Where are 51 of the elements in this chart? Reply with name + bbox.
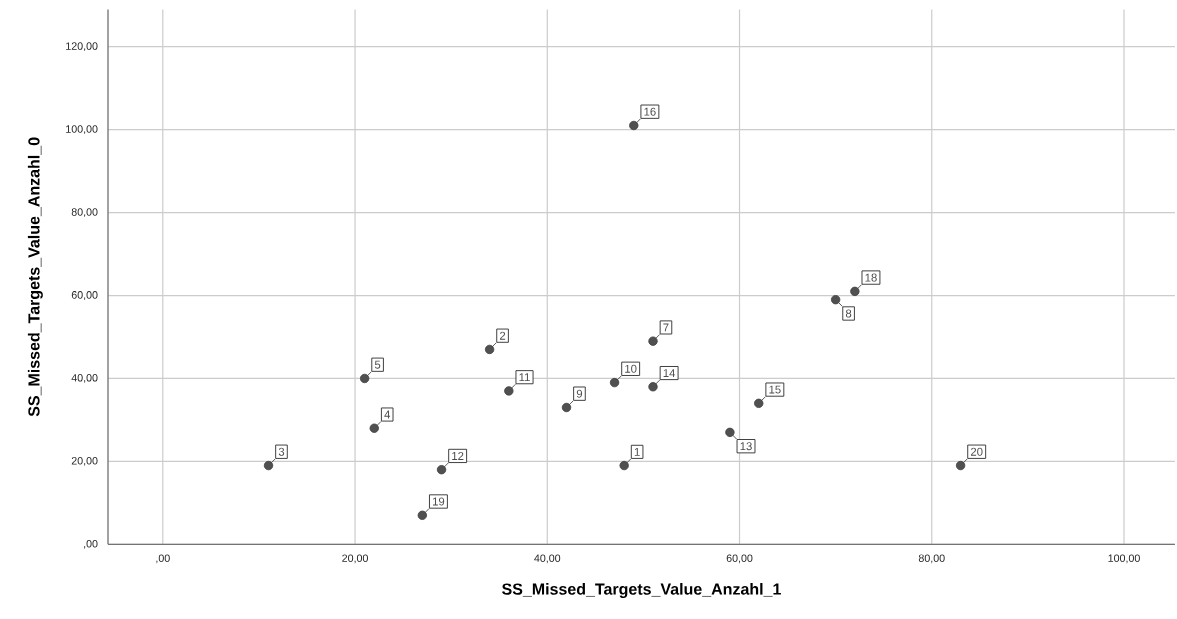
y-tick-label: 60,00: [71, 291, 98, 300]
annotation: 16: [644, 107, 656, 116]
point: [648, 382, 658, 392]
y-tick-label: 100,00: [66, 125, 98, 135]
x-tick-label: ,00: [156, 554, 170, 564]
annotation: 15: [769, 385, 781, 394]
x-tick-label: 40,00: [534, 554, 561, 564]
annotation: 7: [663, 323, 669, 332]
x-tick-label: 80,00: [918, 554, 945, 564]
x-axis-title: SS_Missed_Targets_Value_Anzahl_1: [502, 583, 781, 598]
x-tick-label: 60,00: [726, 554, 753, 564]
annotation: 9: [576, 389, 583, 398]
point: [263, 460, 274, 471]
point: [955, 460, 966, 471]
annotation: 5: [374, 360, 381, 369]
point: [648, 336, 658, 346]
point: [830, 295, 841, 305]
annotation: 4: [384, 410, 391, 419]
annotation: 1: [634, 447, 640, 456]
y-tick-label: 120,00: [66, 42, 98, 52]
annotation: 3: [278, 447, 285, 456]
point: [629, 120, 639, 131]
x-tick-label: 20,00: [342, 554, 368, 564]
annotation: 11: [519, 373, 530, 382]
point: [369, 423, 379, 433]
point: [436, 465, 447, 475]
point: [725, 427, 735, 438]
y-tick-label: 80,00: [71, 208, 98, 217]
annotation: 8: [845, 309, 852, 318]
y-axis-title: SS_Missed_Targets_Value_Anzahl_0: [27, 137, 43, 417]
y-tick-label: ,00: [84, 539, 98, 549]
point: [359, 373, 370, 384]
point: [484, 344, 495, 355]
point: [619, 460, 629, 471]
annotation: 20: [970, 447, 983, 456]
point: [504, 386, 514, 396]
point: [417, 510, 427, 520]
x-tick-label: 100,00: [1108, 554, 1140, 564]
y-tick-label: 20,00: [71, 457, 98, 466]
point: [850, 286, 860, 297]
point: [561, 402, 572, 413]
annotation: 18: [865, 273, 877, 282]
annotation: 14: [663, 369, 676, 377]
y-tick-label: 40,00: [71, 374, 98, 383]
annotation: 2: [499, 331, 506, 340]
annotation: 12: [452, 451, 464, 460]
annotation: 19: [432, 497, 445, 506]
point: [609, 377, 620, 388]
point: [754, 398, 764, 409]
annotation: 10: [625, 364, 637, 373]
annotation: 13: [740, 442, 752, 451]
